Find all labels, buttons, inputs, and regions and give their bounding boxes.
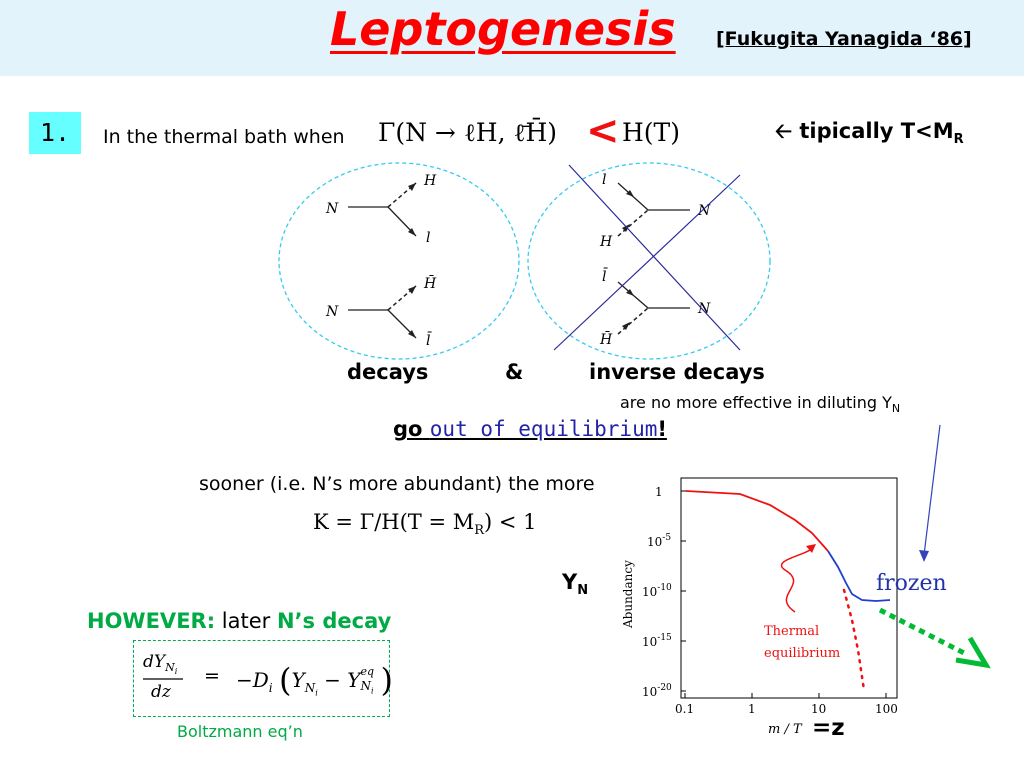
eq-i-subsub: i xyxy=(174,667,178,677)
left-arrow-icon: 🡠 xyxy=(775,119,793,143)
eq-y-subsub: i xyxy=(315,688,318,698)
decay2-top-label: H̄ xyxy=(423,274,437,292)
not-effective-text: are no more effective in diluting YN xyxy=(620,393,900,415)
citation: [Fukugita Yanagida ‘86] xyxy=(716,28,972,50)
decay1-bottom-label: l xyxy=(426,230,430,246)
inverse2-out-label: N xyxy=(697,301,711,317)
cross-out-line-2 xyxy=(553,174,741,351)
k-formula-sub: R xyxy=(474,523,485,539)
x-tick-3: 100 xyxy=(875,702,898,716)
title-bar xyxy=(0,0,1024,76)
less-than-symbol: < xyxy=(586,108,620,154)
inverse2-top-label: l̄ xyxy=(602,267,609,285)
decay-diagram-2: N H̄ l̄ xyxy=(325,274,437,349)
k-formula: K = Γ/H(T = MR) < 1 xyxy=(313,510,537,538)
eq-y: Y xyxy=(291,668,305,692)
decay2-bottom-label: l̄ xyxy=(426,331,433,349)
x-tick-2: 10 xyxy=(811,702,826,716)
abundance-plot: 1 10-5 10-10 10-15 10-20 0.1 1 10 100 Ab… xyxy=(621,477,947,737)
decay2-in-label: N xyxy=(325,304,339,320)
sooner-text: sooner (i.e. N’s more abundant) the more xyxy=(199,473,595,495)
however-line: HOWEVER: later N’s decay xyxy=(87,609,391,633)
equilibrium-tail xyxy=(842,588,866,692)
yn-sub: N xyxy=(577,583,589,599)
green-dotted-arrow xyxy=(878,607,970,658)
k-formula-main: K = Γ/H(T = M xyxy=(313,510,475,534)
x-tick-1: 1 xyxy=(748,702,756,716)
decays-label: decays xyxy=(347,360,429,384)
go-word: go xyxy=(393,417,423,441)
freeze-out-curve xyxy=(827,550,891,602)
regime-note-subscript: R xyxy=(953,132,964,148)
eq-y-eq: Y xyxy=(347,668,361,692)
inverse-decays-label: inverse decays xyxy=(589,360,765,384)
decay1-in-label: N xyxy=(325,201,339,217)
condition-text: In the thermal bath when xyxy=(103,126,345,148)
thermal-pointer xyxy=(781,547,813,613)
boltzmann-equation-box xyxy=(133,640,390,717)
y-tick-0: 1 xyxy=(655,485,663,499)
x-axis-label: m / T xyxy=(768,722,803,737)
yn-main: Y xyxy=(562,570,578,594)
not-effective-sub: N xyxy=(891,402,901,416)
inverse1-out-label: N xyxy=(697,203,711,219)
y-tick-1: 10-5 xyxy=(647,533,671,549)
regime-note: 🡠 tipically T<MR xyxy=(775,117,964,152)
y-tick-2: 10-10 xyxy=(642,583,672,599)
x-tick-0: 0.1 xyxy=(675,702,694,716)
equilibrium-curve xyxy=(685,490,829,552)
eq-minus-d: −D xyxy=(236,668,269,692)
condition-rhs: H(T) xyxy=(622,118,680,147)
inverse-decays-bubble xyxy=(527,162,771,360)
slide-title: Leptogenesis xyxy=(330,2,676,56)
decay1-top-label: H xyxy=(423,173,437,189)
inverse-diagram-2: l̄ H̄ N xyxy=(599,267,711,348)
plot-frame xyxy=(680,477,898,699)
eq-yeq-subsub: i xyxy=(370,686,374,696)
eq-n-sub: N xyxy=(165,661,175,675)
eq-lhs-numerator: dYNi xyxy=(143,652,177,677)
eq-yeq-sub: N xyxy=(360,679,371,693)
ns-decay-word: N’s decay xyxy=(276,609,392,633)
later-word: later xyxy=(221,609,271,633)
eq-dy: dY xyxy=(143,652,166,672)
eq-eq-sup: eq xyxy=(360,665,374,678)
however-word: HOWEVER: xyxy=(87,609,216,633)
inverse1-top-label: l xyxy=(602,172,606,188)
y-axis-label: Abundancy xyxy=(621,560,635,629)
eq-equals: = xyxy=(204,665,220,687)
eq-y-sub: N xyxy=(304,681,316,695)
thermal-label-1: Thermal xyxy=(764,624,819,639)
inverse1-bottom-label: H xyxy=(599,234,613,250)
not-effective-main: are no more effective in diluting Y xyxy=(620,393,892,412)
inverse2-bottom-label: H̄ xyxy=(599,330,613,348)
regime-note-text: tipically T<M xyxy=(799,119,954,143)
inverse-diagram-1: l H N xyxy=(599,172,711,250)
y-tick-4: 10-20 xyxy=(642,683,672,699)
out-of-equilibrium-line: go out of equilibrium! xyxy=(393,417,667,441)
k-formula-end: ) < 1 xyxy=(484,510,537,534)
y-tick-3: 10-15 xyxy=(642,633,672,649)
exclamation: ! xyxy=(657,417,667,441)
step-number: 1. xyxy=(29,112,81,154)
decay-diagram-1: N H l xyxy=(325,173,437,246)
decays-bubble xyxy=(278,162,520,360)
eq-minus: − xyxy=(324,668,341,692)
ampersand-label: & xyxy=(505,360,524,384)
pointer-arrow xyxy=(923,424,941,556)
eq-lhs-denominator: dz xyxy=(151,682,171,702)
out-of-equilibrium-link[interactable]: out of equilibrium xyxy=(429,417,658,441)
z-label: =z xyxy=(812,715,845,741)
eq-d-sub: i xyxy=(268,681,273,695)
cross-out-line-1 xyxy=(568,164,741,351)
thermal-label-2: equilibrium xyxy=(764,646,840,661)
boltzmann-caption: Boltzmann eq’n xyxy=(177,722,303,741)
yn-label: YN xyxy=(562,570,588,598)
frozen-label: frozen xyxy=(876,571,947,596)
condition-formula: Γ(N → ℓH, ℓ̄H̄) xyxy=(378,118,558,147)
